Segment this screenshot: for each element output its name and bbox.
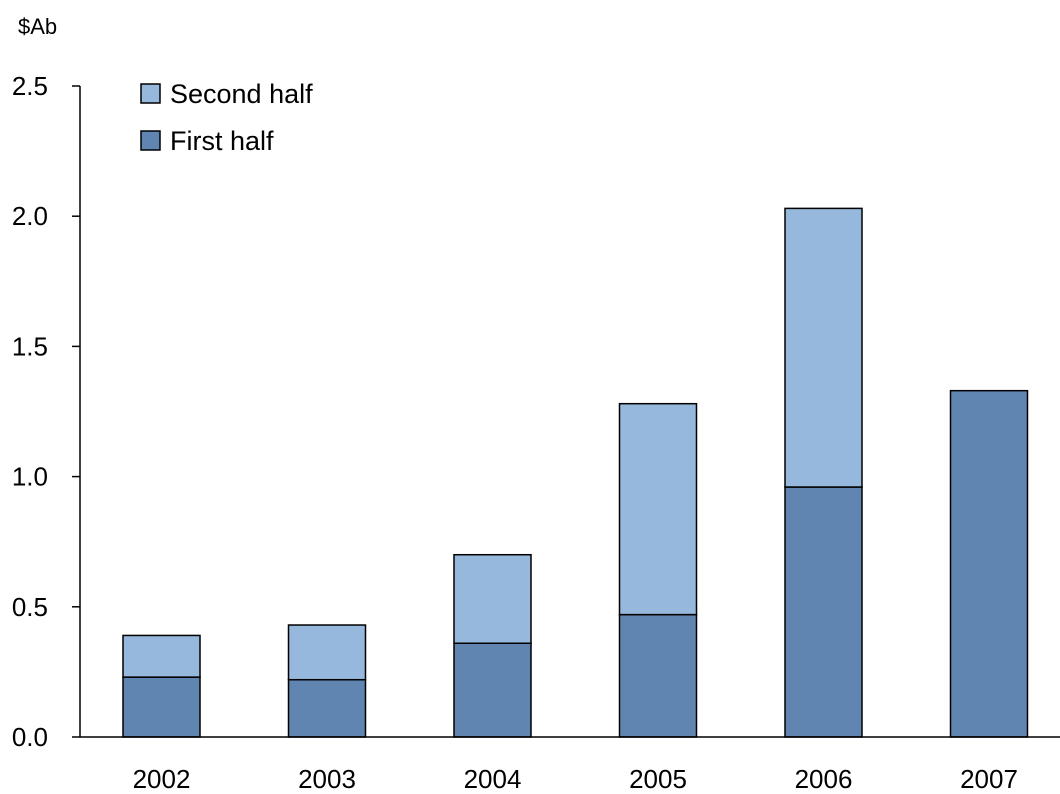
x-tick-label: 2002 (133, 764, 191, 794)
y-unit-label: $Ab (18, 14, 57, 39)
y-tick-label: 1.5 (12, 331, 48, 361)
bar-2004-first-half (453, 642, 532, 738)
bar-2002-first-half (122, 676, 201, 738)
y-tick-label: 0.0 (12, 722, 48, 752)
legend-swatch-first-half (140, 130, 161, 151)
x-axis-ticks: 2002 2003 2004 2005 2006 2007 (133, 764, 1018, 794)
bar-2003-second-half (287, 624, 367, 681)
y-tick-label: 1.0 (12, 462, 48, 492)
bar-2006-second-half (784, 207, 863, 488)
y-tick-label: 0.5 (12, 592, 48, 622)
x-tick-label: 2003 (298, 764, 356, 794)
y-tick-label: 2.5 (12, 71, 48, 101)
bar-2004-second-half (453, 553, 532, 645)
bar-2007-first-half (949, 389, 1029, 738)
legend-label-second-half: Second half (170, 79, 313, 109)
x-tick-label: 2005 (629, 764, 687, 794)
x-tick-label: 2007 (960, 764, 1018, 794)
legend-label-first-half: First half (170, 126, 274, 156)
y-axis-ticks: 0.0 0.5 1.0 1.5 2.0 2.5 (12, 71, 80, 752)
bar-2006-first-half (784, 486, 863, 738)
legend: Second half First half (140, 79, 313, 156)
bar-2005-second-half (618, 402, 698, 616)
y-tick-label: 2.0 (12, 201, 48, 231)
legend-swatch-second-half (140, 83, 161, 104)
x-tick-label: 2006 (795, 764, 853, 794)
bars (122, 207, 1029, 738)
x-tick-label: 2004 (464, 764, 522, 794)
bar-2002-second-half (122, 634, 201, 678)
bar-2003-first-half (287, 678, 367, 738)
bar-2005-first-half (618, 613, 698, 738)
